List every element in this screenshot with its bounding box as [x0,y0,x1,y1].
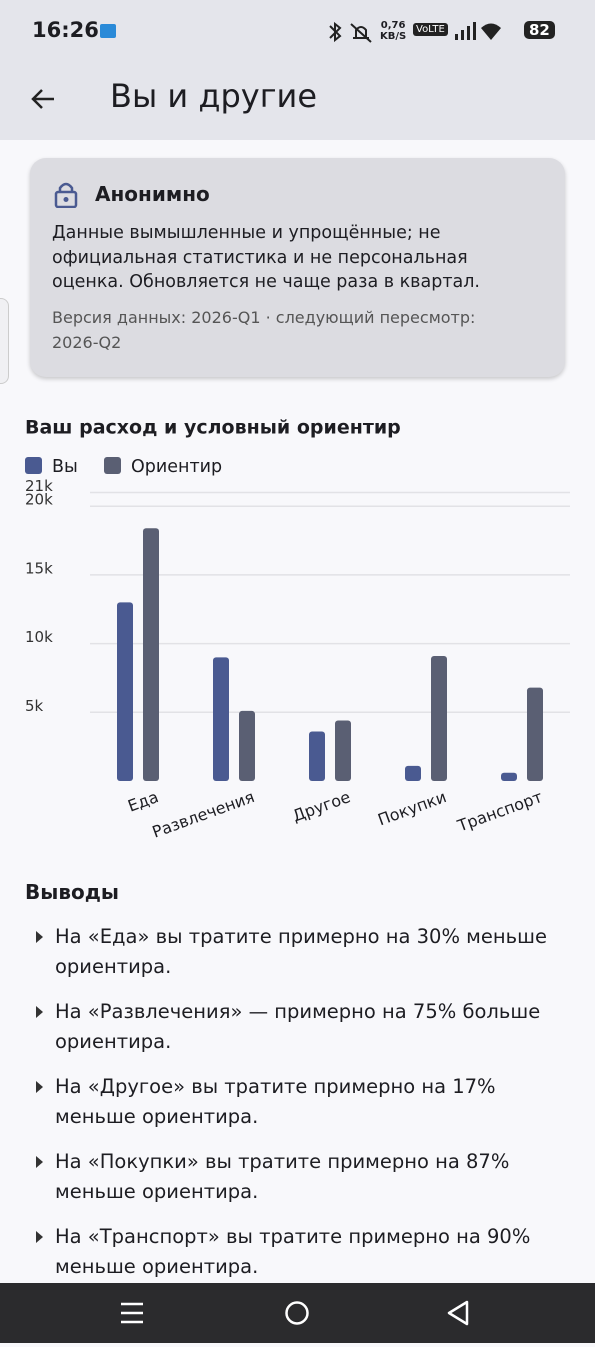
y-tick-label: 15k [25,559,53,577]
x-tick-label: Другое [290,787,353,825]
bar [213,657,229,781]
chart-title: Ваш расход и условный ориентир [25,417,401,439]
net-speed-value: 0,76 [380,20,406,31]
bar [309,731,325,781]
menu-button[interactable] [121,1302,143,1324]
insights: Выводы На «Еда» вы тратите примерно на 3… [25,880,575,1297]
legend-label: Вы [52,457,78,477]
legend-swatch [25,457,42,474]
x-tick-label: Транспорт [454,787,545,836]
notification-icon [100,24,116,38]
net-speed: 0,76 KB/S [380,20,406,42]
home-button[interactable] [285,1301,309,1325]
navigation-bar [0,1283,595,1343]
bar [335,720,351,781]
insight-item: На «Транспорт» вы тратите примерно на 90… [25,1222,575,1282]
battery: 82 [524,21,555,39]
bar [431,655,447,781]
x-tick-label: Развлечения [150,787,257,842]
x-tick-label: Еда [125,787,161,815]
bar [239,710,255,781]
status-bar: 16:26 0,76 KB/S VoLTE 82 [0,0,595,62]
insight-item: На «Еда» вы тратите примерно на 30% мень… [25,922,575,982]
chart: Ваш расход и условный ориентир Вы Ориенти… [25,417,570,842]
legend-label: Ориентир [131,457,222,477]
volte: VoLTE [413,23,448,36]
legend-swatch [104,457,121,474]
side-handle[interactable] [0,298,9,384]
nav-icons [121,1300,469,1326]
insight-item: На «Развлечения» — примерно на 75% больш… [25,997,575,1057]
insights-title: Выводы [25,880,119,904]
bar [501,772,517,781]
card-title: Анонимно [95,182,210,206]
y-tick-label: 20k [25,491,53,509]
card-body: Данные вымышленные и упрощённые; не офиц… [52,223,480,292]
screen-title: Вы и другие [110,77,318,115]
card-version: Версия данных: 2026-Q1 · следующий перес… [52,308,476,352]
lock-icon [54,182,78,208]
bar [143,528,159,781]
net-speed-unit: KB/S [380,31,407,42]
y-tick-label: 21k [25,477,53,495]
back-nav-button[interactable] [447,1300,469,1326]
time: 16:26 [32,18,99,42]
y-tick-label: 10k [25,628,53,646]
bar [117,602,133,781]
status-icons [329,21,501,43]
bar [405,765,421,781]
insights-list: На «Еда» вы тратите примерно на 30% мень… [25,922,575,1282]
y-tick-label: 5k [25,697,44,715]
app-bar: Вы и другие [0,62,595,140]
back-button[interactable] [28,84,58,114]
insight-item: На «Покупки» вы тратите примерно на 87% … [25,1147,575,1207]
x-tick-label: Покупки [375,787,449,829]
insight-item: На «Другое» вы тратите примерно на 17% м… [25,1072,575,1132]
bar [527,687,543,781]
anonymous-card: Анонимно Данные вымышленные и упрощённые… [30,158,565,377]
